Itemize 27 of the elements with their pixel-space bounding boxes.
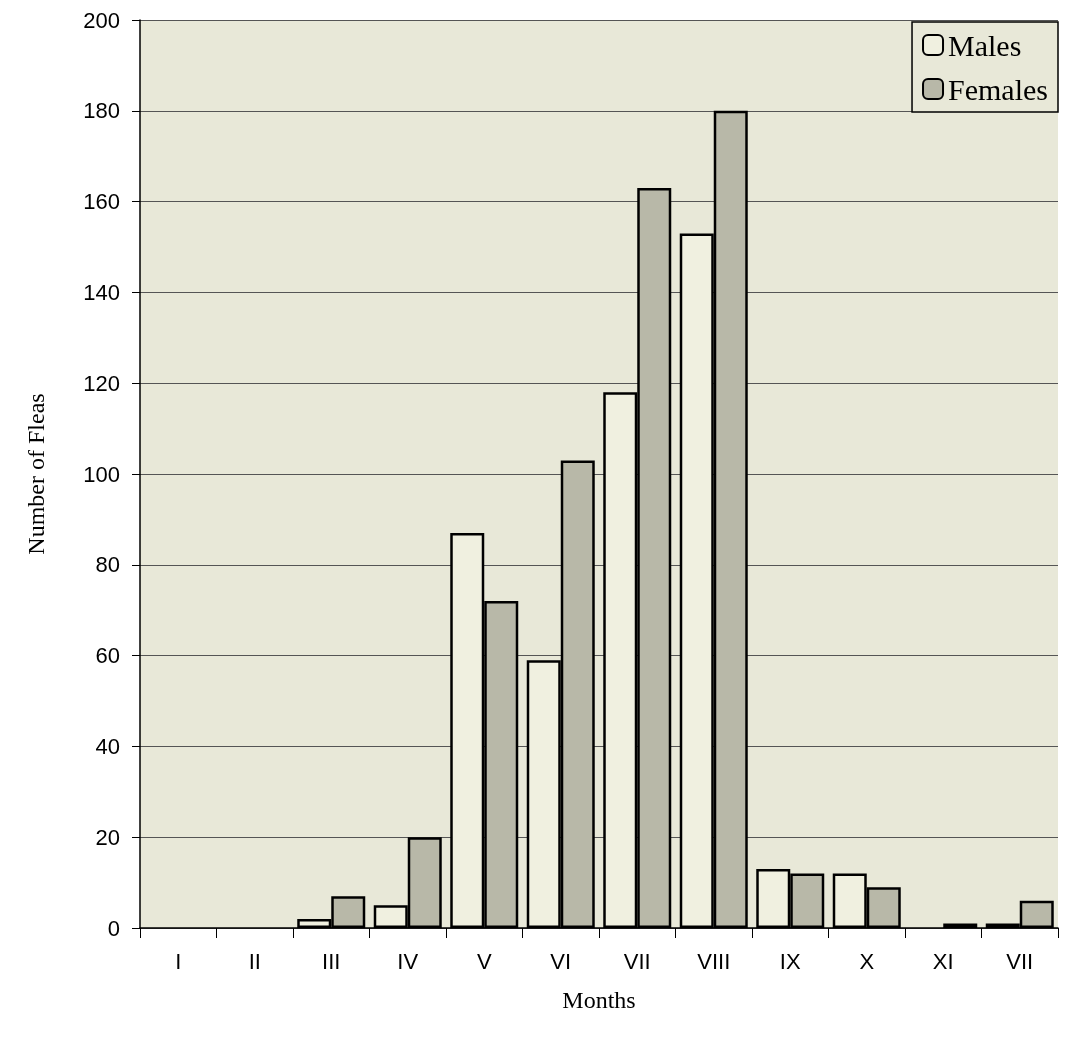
y-tick-label: 140 <box>83 279 120 305</box>
legend-label: Females <box>948 72 1049 106</box>
y-tick-label: 100 <box>83 461 120 487</box>
x-tick-label: III <box>322 948 341 974</box>
y-tick-label: 180 <box>83 98 120 124</box>
y-tick-label: 20 <box>95 824 120 850</box>
x-tick-label: II <box>248 948 261 974</box>
x-tick-label: XI <box>932 948 954 974</box>
y-axis-title: Number of Fleas <box>23 393 49 555</box>
y-tick-label: 80 <box>95 552 120 578</box>
x-tick-label: VI <box>550 948 572 974</box>
x-tick-label: I <box>175 948 182 974</box>
y-tick-label: 160 <box>83 189 120 215</box>
legend-label: Males <box>948 28 1022 62</box>
x-tick-label: VII <box>623 948 651 974</box>
x-tick-label: X <box>859 948 875 974</box>
y-tick-label: 40 <box>95 733 120 759</box>
y-tick-label: 200 <box>83 7 120 33</box>
x-tick-label: IV <box>397 948 419 974</box>
y-tick-label: 60 <box>95 643 120 669</box>
y-tick-label: 0 <box>107 915 120 941</box>
x-axis-title: Months <box>562 987 636 1013</box>
y-tick-label: 120 <box>83 370 120 396</box>
x-tick-label: VII <box>1006 948 1034 974</box>
x-tick-label: IX <box>779 948 801 974</box>
x-tick-label: VIII <box>697 948 731 974</box>
x-tick-label: V <box>476 948 492 974</box>
